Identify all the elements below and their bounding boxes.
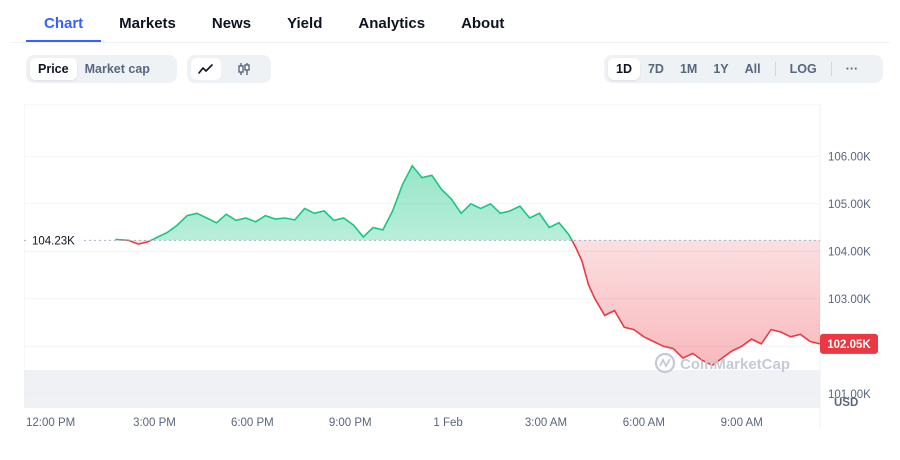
tab-news[interactable]: News <box>211 15 252 32</box>
more-options-button[interactable]: ··· <box>845 62 859 76</box>
tab-bar: Chart Markets News Yield Analytics About <box>26 0 522 42</box>
tab-analytics[interactable]: Analytics <box>358 15 426 32</box>
candlestick-icon[interactable] <box>229 58 259 80</box>
currency-unit-label: USD <box>834 397 858 409</box>
y-tick-label: 103.00K <box>828 294 871 306</box>
y-axis: 106.00K105.00K104.00K103.00K102.00K101.0… <box>820 151 878 409</box>
x-axis: 12:00 PM 3:00 PM 6:00 PM 9:00 PM 1 Feb 3:00 A… <box>26 417 763 429</box>
line-chart-icon[interactable] <box>191 58 221 80</box>
area-above-baseline <box>115 165 820 241</box>
coinmarketcap-logo-mark <box>659 357 671 368</box>
range-separator <box>830 62 832 76</box>
range-1m-button[interactable]: 1M <box>679 62 698 76</box>
volume-band <box>24 370 820 408</box>
range-1d-button[interactable]: 1D <box>608 58 640 80</box>
coinmarketcap-logo-icon <box>654 352 676 374</box>
x-tick-label: 9:00 AM <box>721 417 763 429</box>
y-tick-label: 104.00K <box>828 246 871 258</box>
tab-about[interactable]: About <box>461 15 505 32</box>
x-tick-label: 3:00 AM <box>525 417 567 429</box>
market-cap-button[interactable]: Market cap <box>84 62 150 76</box>
range-all-button[interactable]: All <box>744 62 761 76</box>
baseline: 104.23K <box>24 232 820 249</box>
log-scale-button[interactable]: LOG <box>789 62 817 76</box>
chart-style-toggle <box>187 55 271 83</box>
tab-yield[interactable]: Yield <box>287 15 323 32</box>
area-below-baseline <box>128 240 820 366</box>
price-chart-svg: 104.23K 106.00K 105.00K 104.00K 103.00K 102.… <box>23 103 878 429</box>
range-7d-button[interactable]: 7D <box>647 62 664 76</box>
current-price-label: 102.05K <box>827 339 871 351</box>
price-line-up <box>115 164 573 241</box>
x-tick-label: 6:00 PM <box>231 417 274 429</box>
price-button[interactable]: Price <box>30 58 77 80</box>
y-tick-label: 105.00K <box>828 199 871 211</box>
x-tick-label: 9:00 PM <box>329 417 372 429</box>
price-area <box>115 165 820 366</box>
baseline-label-bg <box>26 232 84 249</box>
current-price-tag <box>820 333 878 354</box>
x-tick-label: 6:00 AM <box>623 417 665 429</box>
x-tick-label: 12:00 PM <box>26 417 75 429</box>
volume-bars <box>24 370 820 408</box>
range-separator <box>774 62 776 76</box>
y-tick-label: 101.00K <box>828 389 871 401</box>
x-tick-label: 1 Feb <box>433 417 462 429</box>
price-line <box>115 164 821 367</box>
price-line-down <box>117 240 821 367</box>
x-tick-label: 3:00 PM <box>133 417 176 429</box>
watermark: CoinMarketCap <box>654 352 790 374</box>
price-marketcap-toggle: Price Market cap <box>26 55 177 83</box>
baseline-label: 104.23K <box>32 235 75 247</box>
range-1y-button[interactable]: 1Y <box>713 62 729 76</box>
tab-divider <box>10 42 890 43</box>
watermark-text: CoinMarketCap <box>680 356 790 373</box>
time-range-selector: 1D 7D 1M 1Y All LOG ··· <box>604 55 883 83</box>
y-tick-label: 106.00K <box>828 151 871 163</box>
tab-chart[interactable]: Chart <box>26 0 102 42</box>
price-chart[interactable]: 104.23K 106.00K 105.00K 104.00K 103.00K 102.… <box>23 103 900 430</box>
tab-markets[interactable]: Markets <box>119 15 176 32</box>
